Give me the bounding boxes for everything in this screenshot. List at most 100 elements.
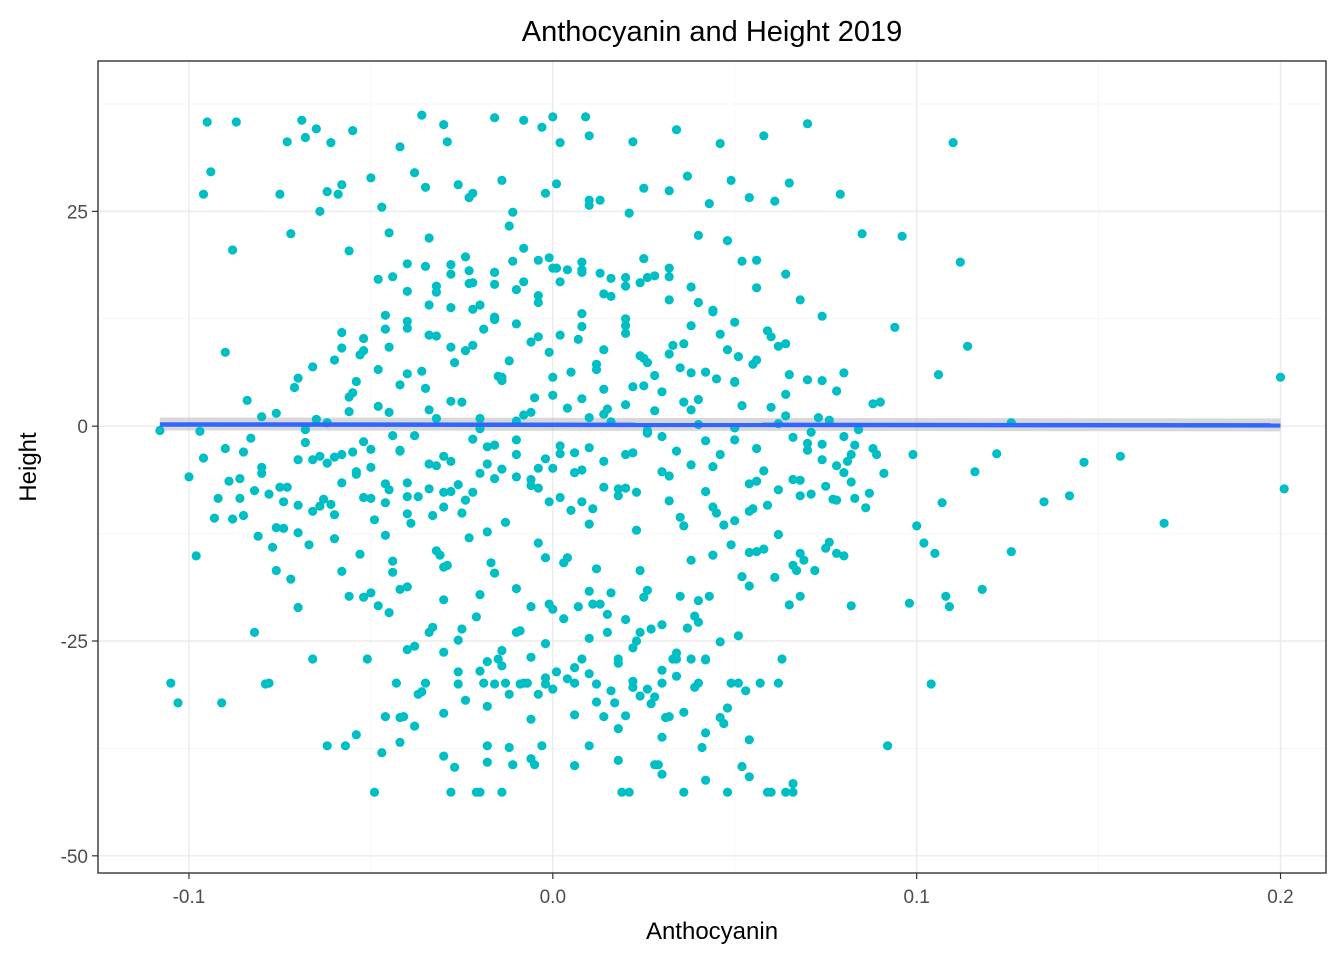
data-point <box>329 534 340 544</box>
data-point <box>693 596 704 606</box>
data-point <box>722 703 733 713</box>
data-point <box>322 458 332 468</box>
data-point <box>788 787 798 797</box>
data-point <box>868 399 878 409</box>
data-point <box>249 627 260 638</box>
data-point <box>897 231 907 241</box>
data-point <box>544 347 554 357</box>
data-point <box>315 451 325 461</box>
data-point <box>639 353 649 363</box>
y-tick-label: 25 <box>67 202 88 223</box>
data-point <box>344 407 354 417</box>
data-point <box>741 686 751 696</box>
data-point <box>631 487 642 497</box>
data-point <box>744 547 754 558</box>
data-point <box>675 363 685 373</box>
data-point <box>752 355 762 365</box>
data-point <box>508 207 518 217</box>
data-point <box>584 413 594 423</box>
data-point <box>497 372 507 382</box>
data-point <box>755 678 765 688</box>
data-point <box>490 474 500 484</box>
data-point <box>744 193 754 203</box>
data-point <box>646 699 656 709</box>
data-point <box>752 283 762 293</box>
data-point <box>359 492 369 503</box>
data-point <box>424 300 434 310</box>
data-point <box>490 267 500 277</box>
data-point <box>861 503 871 513</box>
data-point <box>293 602 303 613</box>
data-point <box>424 330 434 340</box>
data-point <box>599 345 609 355</box>
data-point <box>479 324 489 334</box>
data-point <box>570 448 580 458</box>
data-point <box>832 461 842 471</box>
data-point <box>1079 457 1089 467</box>
data-point <box>639 183 649 193</box>
data-point <box>686 368 696 378</box>
data-point <box>766 787 776 797</box>
data-point <box>802 438 813 448</box>
x-tick-label: 0.2 <box>1267 887 1293 908</box>
data-point <box>730 435 740 445</box>
data-point <box>679 397 689 407</box>
data-point <box>762 500 773 510</box>
data-point <box>217 698 227 708</box>
data-point <box>613 658 623 668</box>
data-point <box>955 257 965 267</box>
data-point <box>282 482 292 492</box>
data-point <box>533 255 543 265</box>
data-point <box>155 425 165 436</box>
data-point <box>1275 372 1286 382</box>
data-point <box>933 370 944 380</box>
data-point <box>577 497 587 507</box>
data-point <box>293 528 303 538</box>
data-point <box>439 562 449 572</box>
data-point <box>737 401 747 411</box>
data-point <box>406 518 416 528</box>
data-point <box>497 464 507 474</box>
data-point <box>533 332 543 342</box>
data-point <box>482 657 492 667</box>
data-point <box>373 274 383 284</box>
data-point <box>832 495 842 505</box>
data-point <box>941 591 951 601</box>
y-tick-label: 0 <box>77 417 88 438</box>
data-point <box>402 509 412 519</box>
data-point <box>286 229 296 239</box>
data-point <box>821 481 831 491</box>
data-point <box>682 623 693 633</box>
data-point <box>388 431 398 441</box>
data-point <box>446 486 456 497</box>
data-point <box>344 591 354 601</box>
data-point <box>504 221 514 231</box>
data-point <box>490 312 500 322</box>
data-point <box>842 456 853 466</box>
data-point <box>708 502 718 512</box>
data-point <box>628 676 638 687</box>
data-point <box>279 497 289 507</box>
data-point <box>439 502 449 512</box>
data-point <box>468 278 478 288</box>
chart-title: Anthocyanin and Height 2019 <box>522 16 903 48</box>
data-point <box>475 590 485 600</box>
data-point <box>566 367 576 377</box>
data-point <box>377 202 387 212</box>
data-point <box>690 611 700 621</box>
data-point <box>639 254 649 264</box>
data-point <box>1064 491 1075 501</box>
data-point <box>450 358 460 368</box>
data-point <box>686 321 696 331</box>
data-point <box>482 442 492 452</box>
data-point <box>537 122 547 132</box>
data-point <box>439 120 449 130</box>
data-point <box>788 560 798 571</box>
data-point <box>752 476 762 486</box>
data-point <box>704 199 714 209</box>
data-point <box>806 427 816 437</box>
data-point <box>817 439 827 449</box>
data-point <box>380 479 390 489</box>
data-point <box>802 119 813 129</box>
data-point <box>657 467 667 477</box>
